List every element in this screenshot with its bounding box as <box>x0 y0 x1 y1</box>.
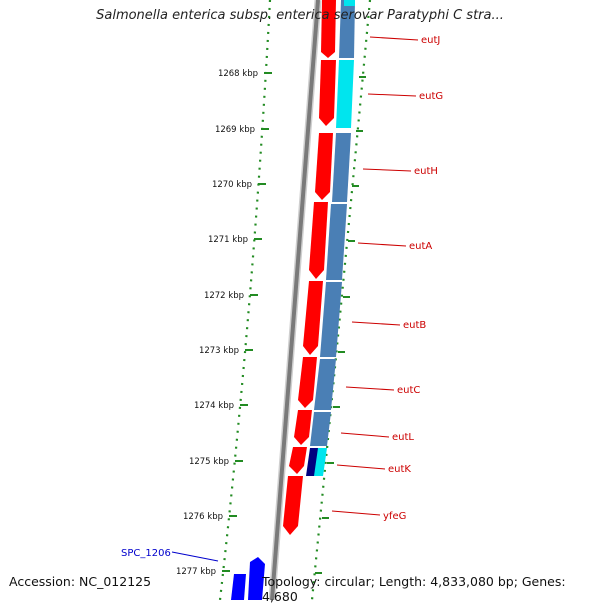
kbp-tick-label: 1277 kbp <box>176 567 216 577</box>
gene-red-3[interactable] <box>315 133 333 200</box>
gene-leader-line <box>345 386 395 391</box>
feature-blue-1[interactable] <box>231 574 246 600</box>
gene-label-eutG[interactable]: eutG <box>419 91 443 102</box>
gene-red-8[interactable] <box>289 447 307 474</box>
kbp-tick-label: 1273 kbp <box>199 346 239 356</box>
kbp-tick-label: 1272 kbp <box>204 291 244 301</box>
spc-feature-label[interactable]: SPC_1206 <box>121 548 171 559</box>
gene-label-eutH[interactable]: eutH <box>414 166 438 177</box>
kbp-tick-label: 1268 kbp <box>218 69 258 79</box>
gene-leader-line <box>362 168 412 172</box>
genome-title: Salmonella enterica subsp. enterica sero… <box>96 8 504 23</box>
gene-eutJ-block[interactable] <box>339 0 355 58</box>
kbp-ticks: 1268 kbp 1269 kbp 1270 kbp 1271 kbp 1272 kbp… <box>176 69 272 577</box>
gene-red-4[interactable] <box>309 202 328 279</box>
gene-leader-line <box>340 432 390 438</box>
gene-leader-line <box>367 93 417 97</box>
feature-blue-2[interactable] <box>248 557 265 600</box>
gene-leader-line <box>331 510 381 516</box>
accession-text: Accession: NC_012125 <box>9 574 152 589</box>
gene-eutH-block[interactable] <box>332 133 351 202</box>
gene-red-7[interactable] <box>294 410 312 445</box>
gene-label-eutL[interactable]: eutL <box>392 432 414 443</box>
kbp-tick-label: 1275 kbp <box>189 457 229 467</box>
gene-eutL-block[interactable] <box>310 412 331 446</box>
gene-label-eutK[interactable]: eutK <box>388 464 411 475</box>
gene-leader-line <box>336 464 386 470</box>
gene-leader-line <box>369 36 419 41</box>
gene-label-eutC[interactable]: eutC <box>397 385 420 396</box>
kbp-tick-label: 1269 kbp <box>215 125 255 135</box>
kbp-tick-label: 1270 kbp <box>212 180 252 190</box>
gene-labels: eutJ eutG eutH eutA eutB eutC eutL eutK yfeG <box>331 35 443 522</box>
kbp-tick-label: 1271 kbp <box>208 235 248 245</box>
spc-leader-line <box>171 551 219 562</box>
gene-leader-line <box>351 321 401 326</box>
gene-red-9[interactable] <box>283 476 303 535</box>
gene-red-6[interactable] <box>298 357 317 408</box>
gene-eutJ-highlight[interactable] <box>344 0 355 6</box>
gene-eutK-dark-block[interactable] <box>306 448 318 476</box>
gene-eutA-block[interactable] <box>326 204 347 280</box>
right-ticks <box>315 76 366 574</box>
gene-red-2[interactable] <box>319 60 336 126</box>
gene-eutC-block[interactable] <box>314 359 336 410</box>
backbone-line <box>270 0 320 600</box>
kbp-tick-label: 1274 kbp <box>194 401 234 411</box>
gene-label-eutA[interactable]: eutA <box>409 241 432 252</box>
gene-red-5[interactable] <box>303 281 323 355</box>
gene-label-eutJ[interactable]: eutJ <box>421 35 440 46</box>
gene-eutB-block[interactable] <box>320 282 342 357</box>
gene-eutG-block[interactable] <box>336 60 354 128</box>
kbp-tick-label: 1276 kbp <box>183 512 223 522</box>
gene-label-eutB[interactable]: eutB <box>403 320 426 331</box>
gene-red-1[interactable] <box>321 0 336 58</box>
gene-leader-line <box>357 242 407 247</box>
gene-label-yfeG[interactable]: yfeG <box>383 511 406 522</box>
